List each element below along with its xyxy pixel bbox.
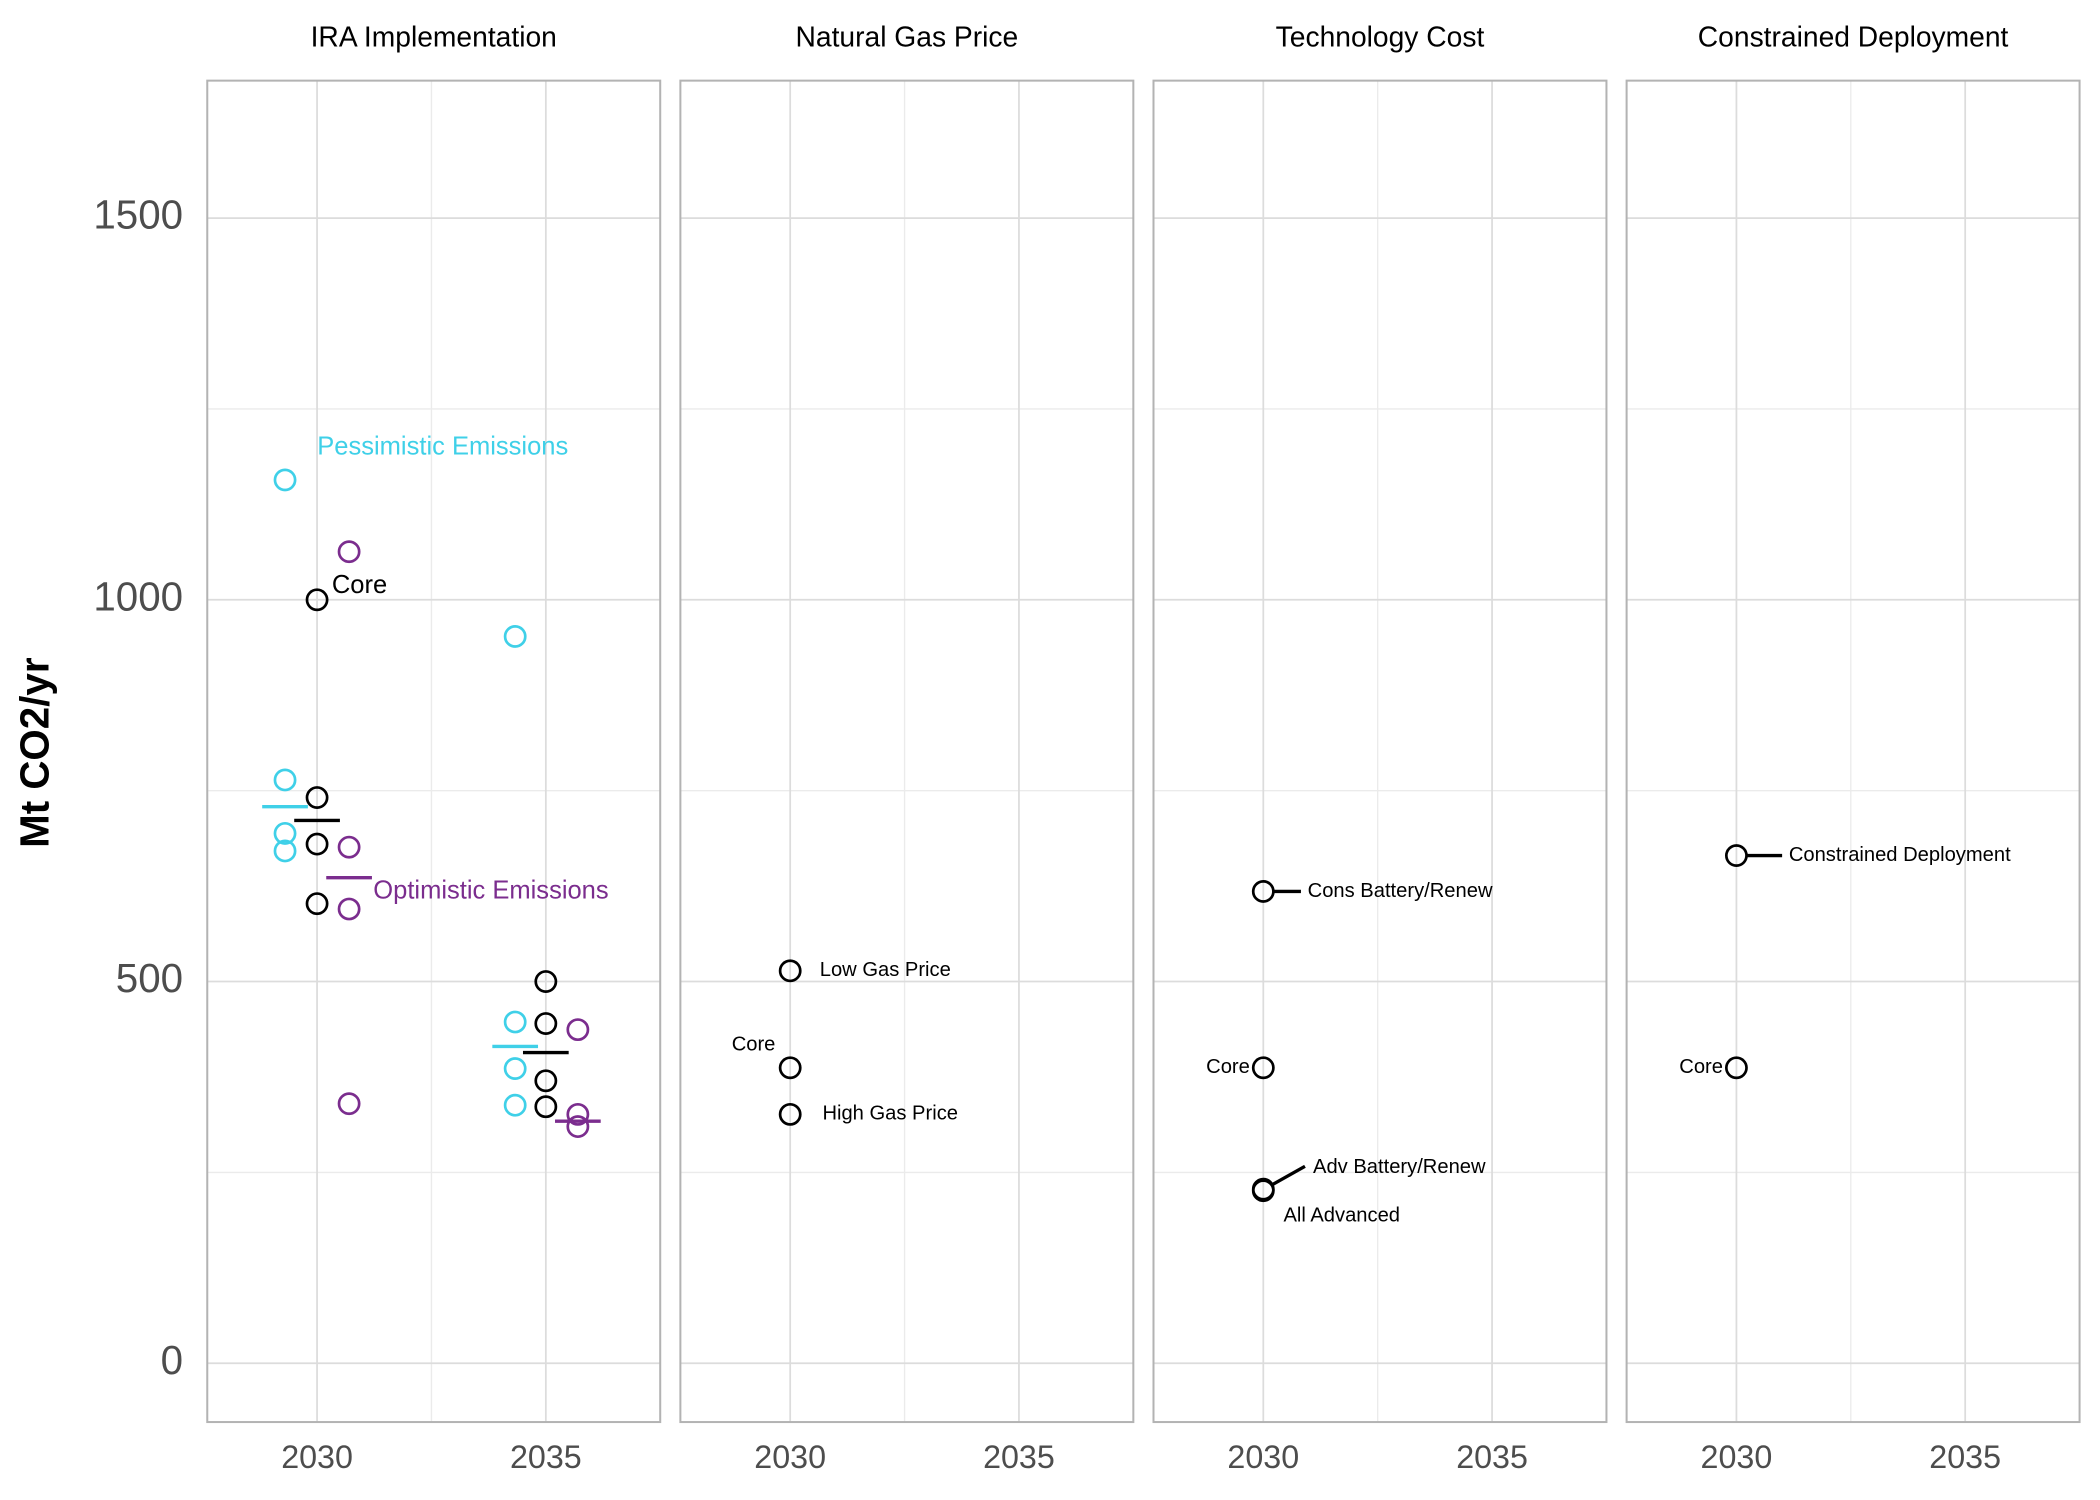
panel-title: Natural Gas Price xyxy=(796,20,1019,52)
leader-line xyxy=(1270,1164,1306,1187)
point xyxy=(273,468,297,492)
panel-title: Constrained Deployment xyxy=(1698,20,2009,52)
x-tick-label: 2035 xyxy=(510,1439,582,1475)
x-tick-label: 2030 xyxy=(281,1439,353,1475)
panel-title: IRA Implementation xyxy=(311,20,557,52)
x-tick-label: 2030 xyxy=(1227,1439,1299,1475)
point xyxy=(337,540,361,564)
point xyxy=(273,839,297,863)
series-label: Core xyxy=(332,571,387,599)
panel-border xyxy=(206,79,662,1424)
point xyxy=(503,1057,527,1080)
point-label: Cons Battery/Renew xyxy=(1308,880,1493,902)
y-tick-label: 1500 xyxy=(93,192,183,238)
point xyxy=(778,959,802,983)
x-tick-label: 2030 xyxy=(754,1439,826,1475)
point xyxy=(534,1095,558,1119)
point xyxy=(778,1102,802,1126)
point xyxy=(305,832,329,856)
series-label: Optimistic Emissions xyxy=(373,876,608,904)
series-label: Pessimistic Emissions xyxy=(317,432,568,460)
point xyxy=(305,786,329,809)
x-tick-label: 2030 xyxy=(1701,1439,1773,1475)
panel-border xyxy=(679,79,1135,1424)
point-label: All Advanced xyxy=(1283,1205,1400,1227)
point xyxy=(534,1012,558,1035)
panel-title: Technology Cost xyxy=(1276,20,1485,52)
y-tick-label: 500 xyxy=(116,955,183,1001)
point xyxy=(566,1018,590,1042)
point xyxy=(273,768,297,792)
point xyxy=(337,1092,361,1116)
x-tick-label: 2035 xyxy=(1456,1439,1528,1475)
x-tick-label: 2035 xyxy=(1929,1439,2001,1475)
point xyxy=(1251,1056,1275,1080)
point xyxy=(778,1056,802,1080)
point-label: Core xyxy=(1206,1056,1250,1078)
point xyxy=(503,625,527,648)
point-label: Low Gas Price xyxy=(820,959,951,981)
point xyxy=(1251,1179,1275,1203)
point xyxy=(337,835,361,859)
point xyxy=(337,897,361,921)
point xyxy=(305,588,329,612)
point xyxy=(503,1010,527,1034)
point xyxy=(305,892,329,916)
point-label: Constrained Deployment xyxy=(1789,844,2011,866)
panel-border xyxy=(1625,79,2081,1424)
point xyxy=(273,821,297,845)
point xyxy=(566,1115,590,1139)
point-label: High Gas Price xyxy=(822,1103,958,1125)
x-tick-label: 2035 xyxy=(983,1439,1055,1475)
point xyxy=(566,1102,590,1126)
y-tick-label: 0 xyxy=(161,1337,183,1383)
point xyxy=(1251,880,1275,903)
point xyxy=(503,1093,527,1117)
point-label: Adv Battery/Renew xyxy=(1313,1156,1486,1178)
point xyxy=(534,1069,558,1093)
point xyxy=(534,970,558,993)
point-label: Core xyxy=(1679,1056,1723,1078)
y-axis-label: Mt CO2/yr xyxy=(12,657,58,848)
point xyxy=(1724,1056,1748,1080)
point-label: Core xyxy=(732,1033,776,1055)
panel-border xyxy=(1152,79,1608,1424)
y-tick-label: 1000 xyxy=(93,573,183,619)
